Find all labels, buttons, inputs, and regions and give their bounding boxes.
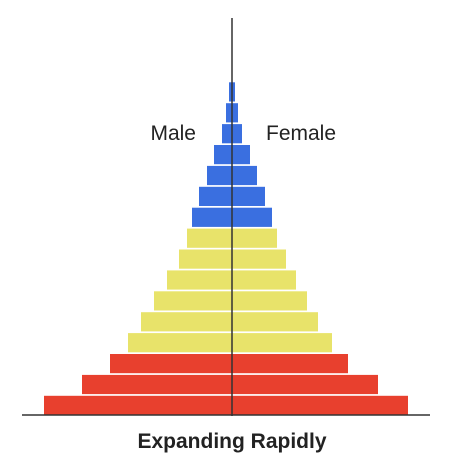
male-bar-10 — [199, 186, 232, 206]
female-bar-13 — [232, 124, 242, 144]
male-bar-5 — [154, 291, 232, 311]
male-bar-12 — [214, 145, 232, 165]
chart-title: Expanding Rapidly — [137, 430, 326, 453]
female-bar-9 — [232, 207, 272, 227]
male-bar-0 — [44, 395, 232, 415]
male-bar-15 — [229, 82, 232, 102]
male-bar-3 — [128, 333, 232, 353]
male-label: Male — [150, 122, 196, 145]
female-bar-11 — [232, 165, 257, 186]
female-label: Female — [266, 122, 336, 145]
female-bar-12 — [232, 145, 250, 165]
female-bar-4 — [232, 312, 318, 332]
male-bar-9 — [192, 207, 232, 227]
male-bar-13 — [222, 124, 232, 144]
female-bar-14 — [232, 103, 238, 123]
male-bar-8 — [187, 228, 232, 248]
female-bar-0 — [232, 395, 408, 415]
male-bar-11 — [207, 165, 232, 186]
female-bar-2 — [232, 354, 348, 374]
female-bar-8 — [232, 228, 277, 248]
male-bar-7 — [179, 249, 232, 269]
female-bar-1 — [232, 374, 378, 395]
female-bar-5 — [232, 291, 307, 311]
cohort-bars — [44, 82, 408, 415]
female-bar-6 — [232, 270, 296, 290]
male-bar-14 — [226, 103, 232, 123]
male-bar-4 — [141, 312, 232, 332]
female-bar-3 — [232, 333, 332, 353]
male-bar-1 — [82, 374, 232, 395]
female-bar-15 — [232, 82, 235, 102]
female-bar-10 — [232, 186, 265, 206]
female-bar-7 — [232, 249, 286, 269]
male-bar-6 — [167, 270, 232, 290]
male-bar-2 — [110, 354, 232, 374]
